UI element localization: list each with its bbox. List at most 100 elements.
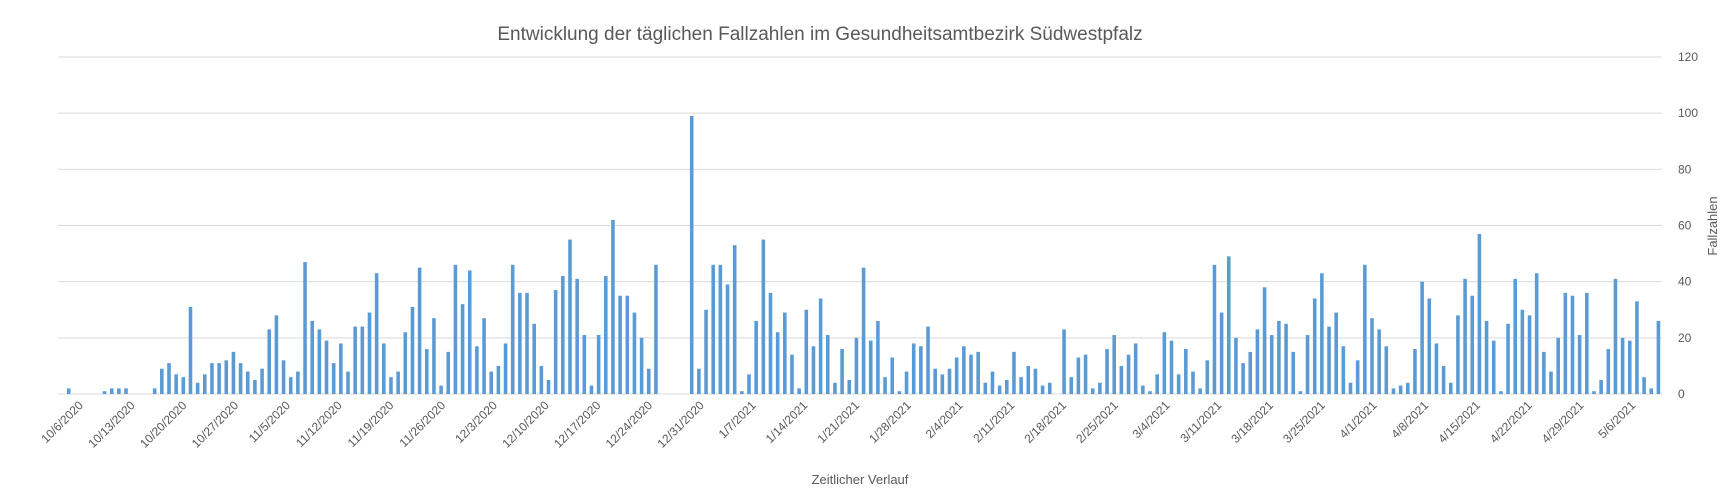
bar (66, 388, 71, 394)
bar (1585, 292, 1589, 394)
bar (1277, 320, 1281, 394)
bar (990, 371, 995, 394)
bar (1606, 349, 1611, 394)
bar (704, 309, 708, 394)
bar (1470, 295, 1475, 394)
bar (253, 379, 257, 394)
bar (353, 326, 357, 394)
bar (718, 264, 723, 394)
bar (360, 326, 365, 394)
bar (482, 318, 486, 394)
bar (1384, 346, 1389, 394)
bar (1563, 292, 1568, 394)
bar (245, 371, 250, 394)
bar (1391, 388, 1396, 394)
bar (1627, 340, 1632, 394)
bar (1363, 264, 1367, 394)
gridlines (58, 56, 1662, 395)
bar (152, 388, 157, 394)
bar (1062, 329, 1066, 394)
bar (174, 374, 178, 394)
bar (1649, 388, 1654, 394)
bar (783, 312, 787, 394)
bar (510, 264, 515, 394)
bar (1262, 287, 1267, 394)
y-tick-label: 40 (1678, 275, 1692, 289)
x-tick-label: 4/8/2021 (1388, 398, 1431, 441)
bar (604, 276, 608, 394)
x-tick-label: 10/6/2020 (38, 398, 86, 446)
bar (811, 346, 816, 394)
bar (1241, 363, 1245, 394)
bar (1549, 371, 1553, 394)
bar (618, 295, 622, 394)
bar (1420, 281, 1424, 394)
bar (962, 346, 966, 394)
x-tick-label: 12/3/2020 (452, 398, 500, 446)
x-tick-label: 11/26/2020 (396, 398, 448, 450)
bar (954, 357, 959, 394)
x-tick-label: 10/27/2020 (189, 398, 242, 451)
bar (1133, 343, 1138, 394)
bar (496, 365, 501, 394)
bar (1341, 346, 1346, 394)
bar (102, 391, 107, 394)
bar (1234, 337, 1238, 394)
bar (854, 337, 859, 394)
bar (1441, 365, 1446, 394)
bar (1162, 332, 1167, 394)
bar (439, 385, 443, 394)
bar (160, 368, 164, 394)
bar (260, 368, 264, 394)
bar (725, 284, 730, 394)
y-axis-ticks: 0 20 40 60 80 100 120 (1678, 50, 1698, 401)
bar (1105, 349, 1109, 394)
bar (632, 312, 637, 394)
bar (747, 374, 751, 394)
bar (1012, 351, 1016, 394)
bar (1098, 382, 1102, 394)
bar (596, 335, 601, 394)
bar (976, 351, 980, 394)
bar (1577, 335, 1582, 394)
bar (1513, 278, 1517, 394)
bar (274, 315, 279, 394)
bar (1076, 357, 1081, 394)
bar (518, 292, 522, 394)
bar (790, 354, 794, 394)
bar (210, 363, 214, 394)
bar (417, 267, 422, 394)
bar (1520, 309, 1525, 394)
bar (317, 329, 322, 394)
bar (1069, 377, 1074, 394)
x-tick-label: 10/20/2020 (137, 398, 190, 451)
bar (1556, 337, 1560, 394)
bar (768, 292, 773, 394)
bar (1613, 278, 1618, 394)
bar (1434, 343, 1439, 394)
bar (611, 219, 615, 394)
bar (1126, 354, 1131, 394)
bar (324, 340, 329, 394)
y-tick-label: 20 (1678, 331, 1692, 345)
bar (1448, 382, 1453, 394)
bar (396, 371, 400, 394)
bar (117, 388, 121, 394)
x-tick-label: 4/22/2021 (1487, 398, 1535, 446)
bar (1491, 340, 1496, 394)
bar (296, 371, 300, 394)
bar (1119, 365, 1124, 394)
bar (1320, 273, 1324, 394)
bar (1427, 298, 1432, 394)
x-tick-label: 1/21/2021 (814, 398, 862, 446)
x-tick-label: 11/19/2020 (345, 398, 397, 450)
bar (1656, 320, 1661, 394)
bar (346, 371, 350, 394)
bar (374, 273, 379, 394)
bar (1635, 301, 1639, 394)
bar (525, 292, 529, 394)
bar (1148, 391, 1152, 394)
bar (847, 379, 852, 394)
x-tick-label: 1/7/2021 (716, 398, 759, 441)
